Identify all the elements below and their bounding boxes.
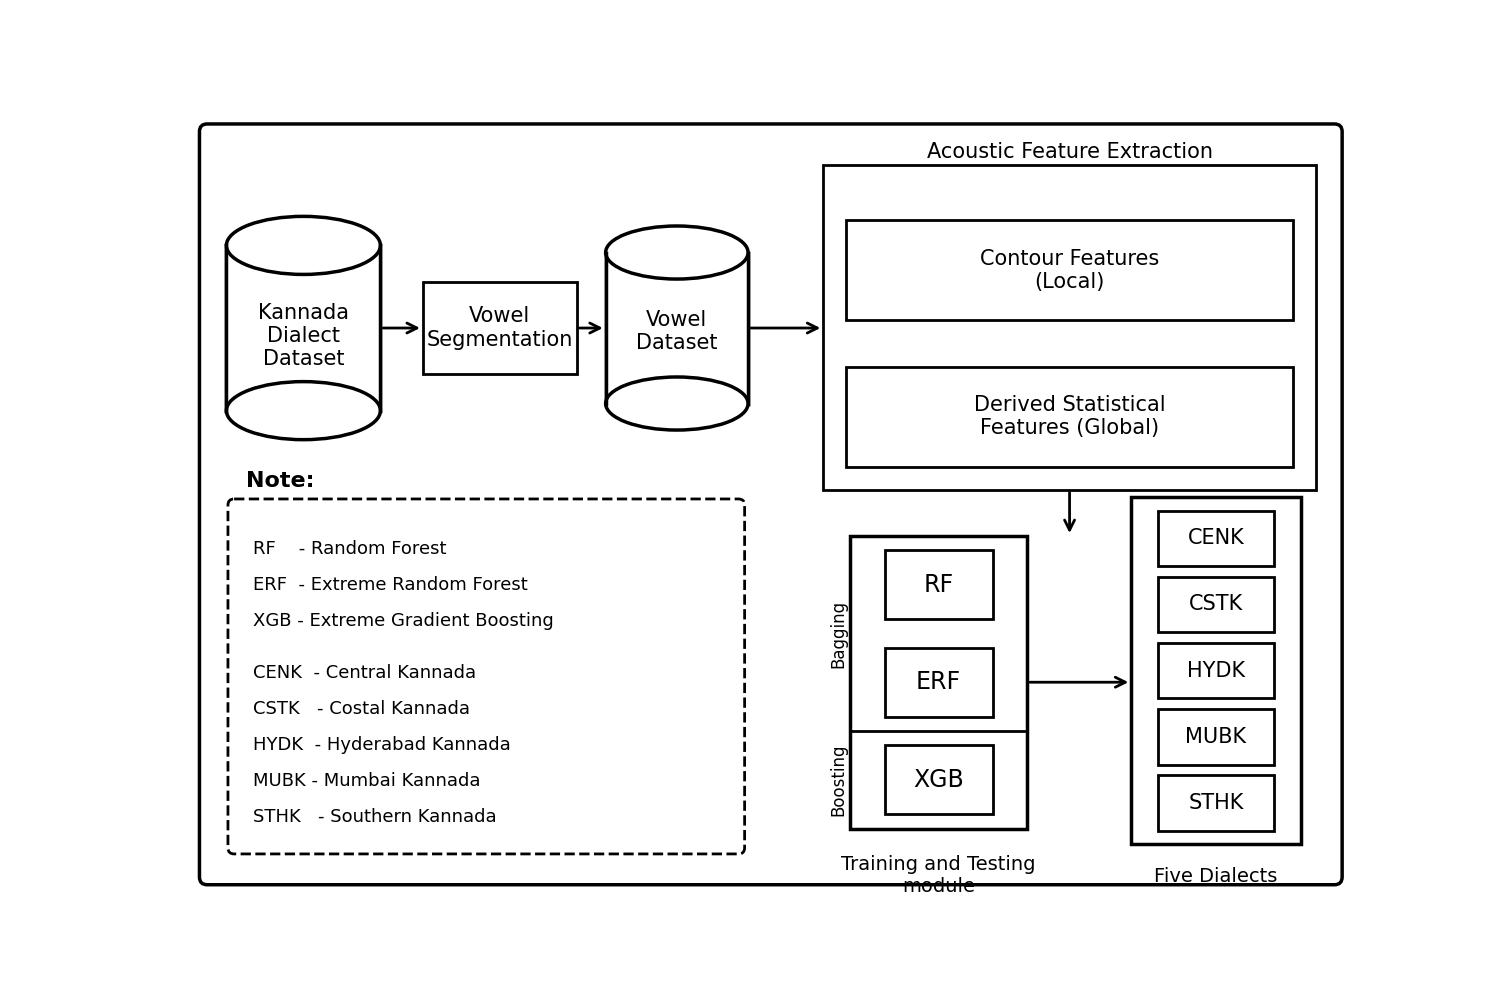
FancyBboxPatch shape <box>229 498 744 854</box>
Text: HYDK  - Hyderabad Kannada: HYDK - Hyderabad Kannada <box>253 736 511 754</box>
Text: CSTK   - Costal Kannada: CSTK - Costal Kannada <box>253 700 471 718</box>
Bar <box>847 366 1293 466</box>
Text: Kannada
Dialect
Dataset: Kannada Dialect Dataset <box>257 302 349 369</box>
Bar <box>227 245 381 410</box>
Text: Training and Testing
module: Training and Testing module <box>841 856 1036 897</box>
Bar <box>1158 776 1274 831</box>
Text: Note:: Note: <box>245 471 314 491</box>
Text: ERF: ERF <box>916 671 961 695</box>
Bar <box>823 165 1316 489</box>
Text: HYDK: HYDK <box>1187 661 1245 681</box>
Text: CENK: CENK <box>1188 529 1244 549</box>
Text: Acoustic Feature Extraction: Acoustic Feature Extraction <box>926 142 1212 162</box>
Text: MUBK: MUBK <box>1185 727 1247 747</box>
Bar <box>884 745 993 815</box>
Text: STHK   - Southern Kannada: STHK - Southern Kannada <box>253 809 496 827</box>
Text: XGB - Extreme Gradient Boosting: XGB - Extreme Gradient Boosting <box>253 613 553 631</box>
FancyBboxPatch shape <box>200 124 1342 885</box>
Text: Vowel
Dataset: Vowel Dataset <box>636 310 717 353</box>
Bar <box>850 536 1027 829</box>
Ellipse shape <box>606 377 747 430</box>
Text: ERF  - Extreme Random Forest: ERF - Extreme Random Forest <box>253 576 528 594</box>
Bar <box>1158 577 1274 633</box>
Text: Contour Features
(Local): Contour Features (Local) <box>981 248 1160 292</box>
Text: Five Dialects: Five Dialects <box>1154 867 1277 886</box>
Bar <box>1158 709 1274 765</box>
Ellipse shape <box>606 226 747 279</box>
Text: STHK: STHK <box>1188 793 1244 813</box>
Bar <box>1158 643 1274 699</box>
Bar <box>847 220 1293 320</box>
Bar <box>884 550 993 620</box>
Bar <box>1131 497 1301 844</box>
Text: MUBK - Mumbai Kannada: MUBK - Mumbai Kannada <box>253 773 481 791</box>
Text: Boosting: Boosting <box>830 744 848 816</box>
Text: Derived Statistical
Features (Global): Derived Statistical Features (Global) <box>973 395 1166 438</box>
Text: Bagging: Bagging <box>830 600 848 668</box>
Text: CENK  - Central Kannada: CENK - Central Kannada <box>253 664 477 682</box>
Bar <box>606 252 747 403</box>
Text: RF: RF <box>923 573 954 597</box>
Text: Vowel
Segmentation: Vowel Segmentation <box>427 306 573 349</box>
Bar <box>423 282 576 374</box>
Ellipse shape <box>227 381 381 439</box>
Bar <box>884 648 993 717</box>
Text: XGB: XGB <box>913 768 964 792</box>
Text: RF    - Random Forest: RF - Random Forest <box>253 540 447 558</box>
Ellipse shape <box>227 216 381 274</box>
Text: CSTK: CSTK <box>1188 595 1242 615</box>
Bar <box>1158 511 1274 566</box>
